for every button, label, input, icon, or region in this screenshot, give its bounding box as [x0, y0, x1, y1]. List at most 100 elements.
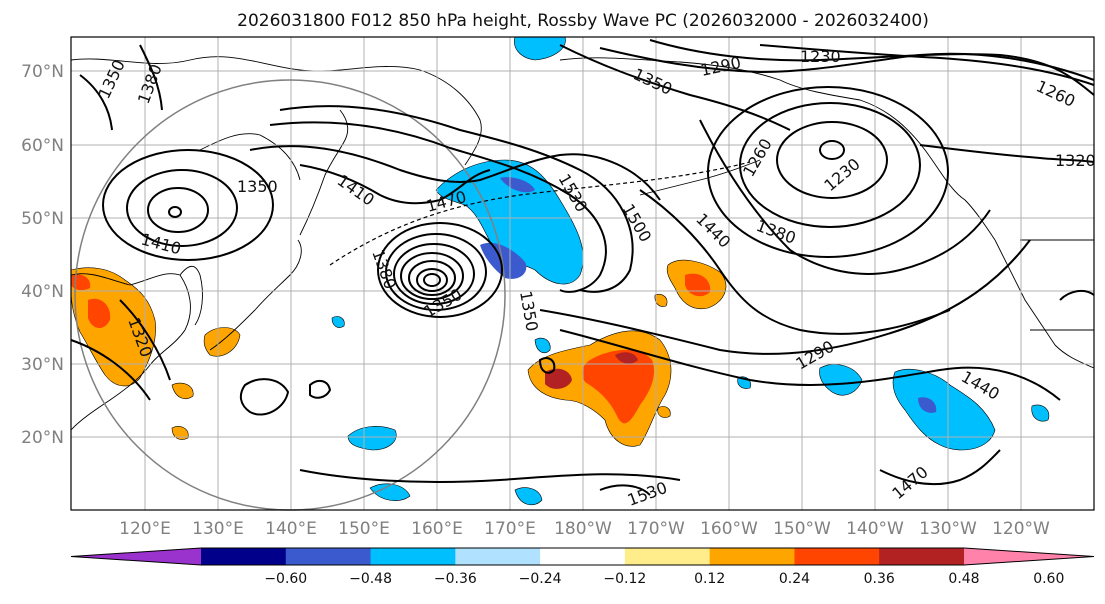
blue-anomaly-subtropic-3 — [514, 487, 543, 506]
orange-anomaly-small-4 — [657, 406, 671, 418]
lat-label: 20°N — [21, 428, 64, 448]
red-anomaly-central — [582, 349, 655, 424]
korea-coast — [179, 265, 203, 326]
blue-anomaly-east-5 — [534, 337, 551, 353]
low-nw-4 — [102, 149, 274, 261]
lat-label: 30°N — [21, 355, 64, 375]
colorbar-extend-high — [964, 548, 1094, 565]
contour-ne-coast — [1059, 289, 1095, 301]
low-nw-3 — [126, 169, 238, 247]
map-panel: 1230 1290 1350 1260 1320 1380 1350 1410 … — [70, 36, 1096, 511]
low-contour-3 — [408, 260, 456, 296]
low-ne-1 — [819, 140, 845, 160]
colorbar-tick-label: −0.24 — [519, 571, 562, 587]
orange-anomaly-small-3 — [171, 426, 189, 440]
alaska-coast — [779, 79, 996, 241]
map-frame — [70, 36, 1095, 511]
colorbar: −0.60 −0.48 −0.36 −0.24 −0.12 0.12 0.24 0.36 0.4… — [70, 547, 1095, 587]
contour-1500 — [269, 121, 607, 293]
low-contour-2 — [416, 268, 448, 292]
contour-label: 1320 — [1055, 151, 1096, 170]
low-contour-4 — [400, 252, 464, 300]
colorbar-swatch — [455, 548, 541, 565]
colorbar-swatch — [370, 548, 456, 565]
lon-label: 160°W — [700, 519, 758, 539]
dark-red-anomaly-central-2 — [615, 352, 638, 364]
contour-1290-top — [649, 39, 1095, 96]
purple-anomaly-east — [918, 397, 937, 413]
colorbar-swatch — [201, 548, 287, 565]
lon-label: 150°E — [338, 519, 390, 539]
colorbar-swatch — [709, 548, 795, 565]
colorbar-tick-label: 0.24 — [779, 571, 810, 587]
contour-se-2 — [599, 484, 651, 496]
contour-1530 — [279, 105, 634, 293]
blue-anomaly-subtropic-1 — [347, 426, 397, 451]
colorbar-extend-low — [71, 548, 201, 565]
kamchatka-coast — [299, 109, 349, 236]
lon-label: 170°E — [484, 519, 536, 539]
lon-label: 170°W — [627, 519, 685, 539]
contour-1350-nw — [79, 74, 113, 131]
colorbar-tick-label: 0.36 — [864, 571, 895, 587]
height-contours — [70, 39, 1095, 496]
low-ne-2 — [776, 121, 888, 199]
colorbar-swatch — [879, 548, 965, 565]
lon-label: 130°W — [919, 519, 977, 539]
contour-sub-2 — [309, 379, 332, 399]
low-ne-3 — [739, 102, 921, 228]
contour-1380-nw — [139, 44, 163, 111]
colorbar-tick-label: 0.48 — [948, 571, 979, 587]
positive-anomaly-shading — [70, 259, 727, 447]
contour-1410 — [299, 164, 491, 205]
colorbar-tick-label: −0.48 — [349, 571, 392, 587]
contour-1470 — [249, 145, 661, 201]
blue-anomaly-subtropic-2 — [369, 483, 411, 501]
orange-anomaly-small-1 — [171, 382, 194, 399]
lon-label: 180°W — [554, 519, 612, 539]
colorbar-swatch — [794, 548, 880, 565]
lat-label: 40°N — [21, 282, 64, 302]
contour-label: 1350 — [237, 177, 278, 196]
contour-1320-east — [919, 144, 1095, 163]
contour-1530-east — [559, 329, 1061, 401]
contour-1470-east — [539, 239, 1031, 355]
contour-1500-south — [299, 469, 681, 483]
contour-1380-top — [599, 47, 1095, 81]
blue-anomaly-east-1 — [819, 364, 863, 396]
blue-anomaly-west — [331, 316, 345, 328]
low-contour-7 — [377, 222, 503, 318]
orange-anomaly-japan — [203, 327, 241, 357]
colorbar-tick-label: −0.60 — [264, 571, 307, 587]
low-contour-1 — [423, 273, 441, 287]
lat-label: 70°N — [21, 62, 64, 82]
lon-label: 130°E — [192, 519, 244, 539]
contour-label: 1230 — [800, 47, 841, 66]
contour-sub-1 — [239, 378, 290, 416]
colorbar-swatch — [285, 548, 372, 565]
red-anomaly-west — [88, 298, 111, 329]
lat-label: 60°N — [21, 136, 64, 156]
latitude-labels: 70°N 60°N 50°N 40°N 30°N 20°N — [21, 62, 64, 448]
contour-west-1 — [70, 339, 151, 401]
lon-label: 140°E — [265, 519, 317, 539]
asia-coast — [70, 273, 191, 431]
aleutian-chain — [639, 159, 761, 196]
colorbar-swatch — [540, 548, 626, 565]
blue-anomaly-east-4 — [1031, 404, 1050, 422]
contour-1230-top — [759, 44, 1095, 86]
lon-label: 140°W — [846, 519, 904, 539]
lon-label: 120°E — [119, 519, 171, 539]
contour-1350-top — [559, 44, 791, 131]
purple-anomaly-small — [500, 177, 535, 193]
contour-sub-3 — [538, 357, 556, 374]
low-contour-6 — [385, 233, 487, 311]
blue-anomaly-top — [514, 36, 566, 61]
contour-1380 — [699, 119, 991, 275]
orange-anomaly-west — [70, 267, 156, 387]
dark-red-anomaly-central — [545, 368, 572, 389]
low-nw-1 — [168, 206, 182, 218]
colorbar-tick-label: −0.12 — [603, 571, 646, 587]
low-nw-2 — [147, 187, 209, 233]
